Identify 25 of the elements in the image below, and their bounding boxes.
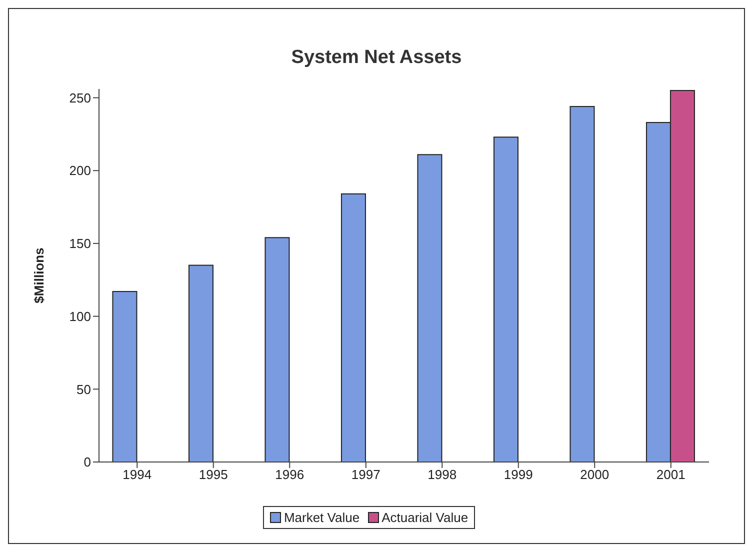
bar xyxy=(112,291,138,462)
bar xyxy=(417,154,442,462)
y-tick-label: 250 xyxy=(69,90,91,106)
y-tick-label: 100 xyxy=(69,308,91,324)
x-tick-label: 1998 xyxy=(428,467,457,482)
bar xyxy=(264,237,290,462)
x-tick-label: 1994 xyxy=(122,467,152,482)
chart-title: System Net Assets xyxy=(290,47,463,69)
x-tick-label: 1999 xyxy=(504,467,533,482)
y-tick-label: 200 xyxy=(69,163,91,178)
bar xyxy=(570,106,595,462)
y-tick-label: 50 xyxy=(76,382,91,397)
bar xyxy=(340,193,366,462)
y-tick-label: 0 xyxy=(84,454,91,470)
x-tick-label: 1996 xyxy=(275,467,304,482)
y-axis-title: $Millions xyxy=(32,248,47,304)
y-tick-label: 150 xyxy=(69,236,91,252)
legend-label: Actuarial Value xyxy=(380,510,468,525)
x-tick-label: 1997 xyxy=(351,467,380,482)
bar xyxy=(493,136,518,462)
bar xyxy=(188,264,214,462)
legend-label: Market Value xyxy=(282,510,360,525)
x-tick-label: 2001 xyxy=(656,467,686,482)
x-tick-label: 1995 xyxy=(198,467,228,482)
x-tick-label: 2000 xyxy=(580,467,610,482)
